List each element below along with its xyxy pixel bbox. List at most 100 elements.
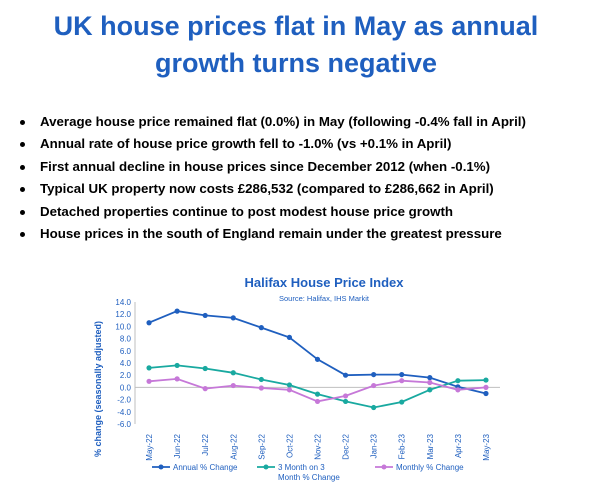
y-tick-label: 10.0 [115,322,131,331]
data-point [483,390,489,397]
x-tick-label: Feb-23 [398,433,407,459]
y-tick-label: -2.0 [117,396,131,405]
y-tick-label: 8.0 [120,335,132,344]
bullet-text: First annual decline in house prices sin… [40,158,491,174]
legend-label: Monthly % Change [396,463,464,472]
bullet-icon [20,142,25,148]
bullet-text: Detached properties continue to post mod… [40,203,453,219]
y-tick-label: 2.0 [120,371,132,380]
legend-item: Annual % Change [152,463,238,472]
series-2 [146,362,489,411]
y-axis: 14.0 12.0 10.0 8.0 6.0 4.0 2.0 0.0 -2.0 -4.0 -6.0 [115,298,136,429]
data-point [174,376,180,382]
bullet-item: Annual rate of house price growth fell t… [18,133,588,155]
data-point [146,320,152,326]
data-point [230,315,236,321]
data-point [230,370,236,376]
headline: UK house prices flat in May as annual gr… [0,8,592,82]
data-point [258,376,264,383]
series-line [148,310,487,395]
series-line [148,377,487,403]
data-point [314,391,321,397]
bullet-icon [20,209,25,215]
bullet-list: Average house price remained flat (0.0%)… [18,111,588,245]
x-tick-label: May-23 [482,433,491,460]
y-axis-title: % change (seasonally adjusted) [93,321,103,457]
legend-swatch-marker [158,464,164,470]
x-tick-label: Aug-22 [229,433,238,459]
headline-line-1: UK house prices flat in May as annual [53,11,539,41]
data-point [371,404,377,411]
y-tick-label: 0.0 [120,383,132,392]
data-point [174,308,180,314]
data-point [286,382,293,388]
data-point [258,325,264,331]
data-point [314,356,321,362]
bullet-text: Average house price remained flat (0.0%)… [40,114,526,129]
x-tick-label: Jun-22 [173,433,182,458]
y-tick-label: 4.0 [120,359,132,368]
data-point [455,387,461,393]
bullet-text: Annual rate of house price growth fell t… [40,136,452,152]
legend-label: Annual % Change [173,463,238,472]
bullet-item: Average house price remained flat (0.0%)… [18,111,588,133]
data-point [427,379,433,386]
bullet-item: First annual decline in house prices sin… [18,156,588,178]
data-point [427,375,433,381]
y-tick-label: -4.0 [117,408,131,417]
series-3 [146,376,489,405]
y-tick-label: 12.0 [115,310,131,319]
x-tick-label: May-22 [145,433,154,460]
data-point [371,382,377,389]
data-point [146,378,152,384]
data-point [399,378,405,384]
bullet-icon [20,231,25,237]
data-point [286,334,293,340]
data-point [371,371,377,378]
data-point [286,387,293,393]
data-point [427,387,433,393]
x-tick-label: Oct-22 [285,433,294,458]
bullet-text: Typical UK property now costs £286,532 (… [40,181,494,197]
data-point [202,312,208,319]
legend-swatch-marker [263,464,269,470]
x-tick-label: Nov-22 [314,433,323,459]
bullet-item: Typical UK property now costs £286,532 (… [18,178,588,200]
x-tick-label: Apr-23 [454,433,463,458]
data-point [342,398,349,405]
bullet-icon [20,187,25,193]
halifax-chart: Halifax House Price Index Source: Halifa… [93,275,500,482]
data-point [258,385,264,391]
x-tick-label: Sep-22 [257,433,266,459]
legend-label: Month % Change [278,473,340,482]
y-tick-label: -6.0 [117,420,131,429]
plot-area [146,308,489,411]
data-point [483,377,489,383]
data-point [483,384,489,390]
y-tick-label: 14.0 [115,298,131,307]
data-point [202,386,208,392]
data-point [146,365,152,371]
data-point [174,362,180,369]
x-tick-label: Jan-23 [370,433,379,458]
chart-subtitle: Source: Halifax, IHS Markit [279,294,370,303]
bullet-item: Detached properties continue to post mod… [18,201,588,223]
legend-item: Monthly % Change [375,463,464,472]
data-point [230,382,236,389]
chart-title: Halifax House Price Index [245,275,405,290]
legend-swatch-marker [381,464,387,470]
x-tick-label: Mar-23 [426,433,435,459]
y-tick-label: 6.0 [120,347,132,356]
data-point [342,372,349,378]
data-point [342,393,349,399]
x-axis: May-22 Jun-22 Jul-22 Aug-22 Sep-22 Oct-22 Nov-… [135,386,500,461]
legend-label: 3 Month on 3 [278,463,325,472]
data-point [399,399,405,405]
headline-line-2: growth turns negative [154,48,438,78]
bullet-text: House prices in the south of England rem… [40,225,502,241]
data-point [399,371,405,378]
bullet-icon [20,164,25,170]
